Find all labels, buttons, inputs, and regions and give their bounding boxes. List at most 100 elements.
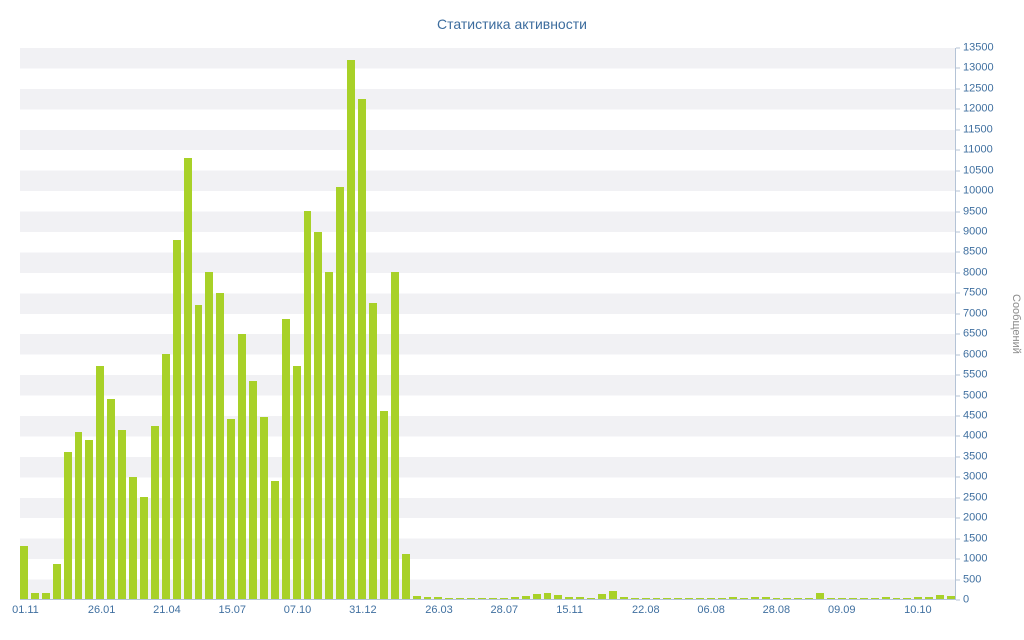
bar [565,596,574,599]
bars-layer [20,48,955,599]
bar [608,590,617,599]
tick-mark [956,435,960,437]
bar [837,597,846,599]
y-tick-text: 7500 [963,286,988,299]
bar [576,597,585,599]
y-tick-text: 11500 [963,123,993,136]
y-tick-text: 10500 [963,164,994,177]
x-tick-label: 01.11 [12,604,39,616]
y-tick-text: 13500 [963,41,994,54]
bar [183,158,192,599]
y-tick-label: 13000 [956,61,994,74]
bar [216,292,225,599]
bar [881,597,890,599]
bar [543,592,552,599]
bar [456,598,465,599]
y-tick-label: 8000 [956,267,987,278]
y-tick-text: 2000 [963,511,988,524]
y-tick-text: 0 [963,593,970,606]
tick-mark [956,579,960,581]
bar [554,594,563,599]
tick-mark [956,395,960,397]
bar [52,564,61,599]
bar [412,595,421,599]
tick-mark [956,211,960,213]
x-tick-label: 10.10 [904,604,932,616]
bar [358,99,366,599]
bar [816,592,825,599]
bar [303,211,312,599]
x-tick-label: 06.08 [697,604,725,616]
bar [499,598,508,599]
bar [718,598,726,599]
y-tick-text: 8500 [963,245,988,258]
x-tick-label: 28.08 [762,604,791,616]
y-tick-label: 4500 [956,409,988,422]
plot-area [20,48,956,600]
bar [510,597,519,599]
y-tick-text: 13000 [963,61,994,74]
bar [63,452,72,599]
y-tick-label: 10500 [956,165,994,176]
bar [663,598,672,599]
y-tick-label: 3000 [956,471,987,483]
tick-mark [956,129,960,131]
bar [488,597,497,599]
y-axis-title: Сообщений [1010,294,1022,354]
tick-mark [956,170,960,172]
bar [925,596,934,599]
bar [41,592,50,599]
bar [685,597,694,599]
y-tick-text: 10000 [963,184,994,197]
y-tick-text: 12500 [963,82,994,95]
y-tick-text: 9000 [963,225,988,238]
bar [870,598,879,599]
y-tick-label: 7500 [956,286,988,299]
tick-mark [956,292,960,294]
tick-mark [956,149,960,151]
x-tick-label: 09.09 [827,604,856,616]
bar [139,496,148,599]
x-tick-label: 22.08 [632,604,660,616]
y-tick-label: 11500 [956,124,993,135]
bar [249,380,257,599]
y-tick-label: 5500 [956,369,987,381]
tick-mark [956,354,960,356]
tick-mark [956,67,960,69]
tick-mark [956,272,960,274]
y-tick-text: 4000 [963,429,988,442]
bar [238,333,247,599]
y-tick-label: 9500 [956,206,987,217]
bar [20,545,28,599]
bar [478,598,486,599]
y-tick-text: 500 [963,573,982,586]
bar [445,597,454,599]
bar [347,60,356,599]
bar [74,431,83,599]
y-tick-text: 6000 [963,348,988,361]
y-tick-text: 8000 [963,266,988,279]
bar [30,592,39,599]
y-tick-label: 8500 [956,245,988,258]
y-tick-label: 2000 [956,511,988,524]
tick-mark [956,374,960,376]
bar [314,231,323,599]
bar [805,597,814,599]
bar [652,597,661,599]
chart-title: Статистика активности [437,16,587,32]
y-tick-label: 12000 [956,102,994,115]
x-tick-label: 26.03 [425,604,453,616]
bar [194,305,203,599]
bar [696,598,705,599]
y-tick-label: 1500 [956,533,987,544]
y-tick-label: 12500 [956,83,994,94]
tick-mark [956,251,960,253]
tick-mark [956,108,960,110]
bar [336,186,345,599]
bar [521,595,530,599]
y-tick-text: 12000 [963,102,994,115]
y-tick-text: 4500 [963,409,988,422]
tick-mark [956,231,960,233]
x-axis: 01.11 26.01 21.04 15.07 07.10 31.12 26.03 28.07… [12,604,956,620]
y-tick-text: 5000 [963,389,988,402]
